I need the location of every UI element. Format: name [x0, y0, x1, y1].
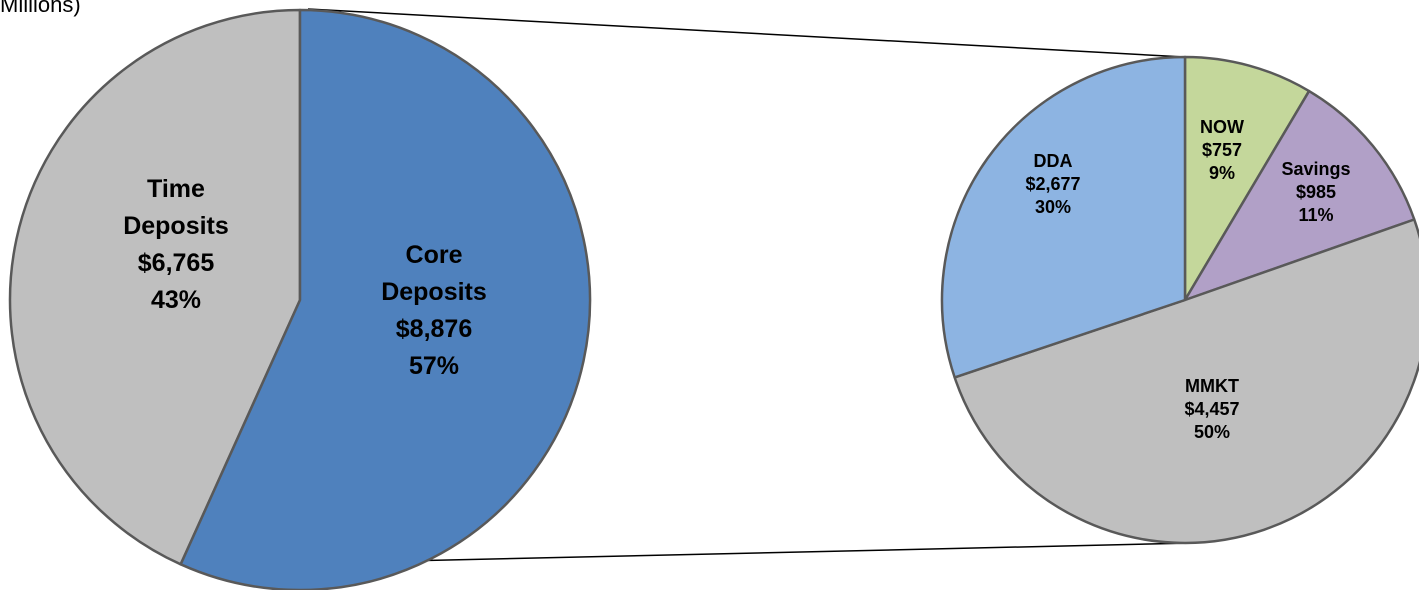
slice-label-line: MMKT: [1185, 376, 1239, 396]
slice-label-line: Deposits: [123, 212, 229, 240]
pie-slice-mmkt: [953, 218, 1419, 545]
pie-slice-savings: [1183, 89, 1416, 302]
slice-label-line: DDA: [1034, 151, 1073, 171]
slice-label-line: NOW: [1200, 117, 1244, 137]
slice-label-mmkt: MMKT $4,457 50%: [1184, 376, 1239, 442]
slice-label-line: 57%: [409, 352, 459, 380]
slice-label-core-deposits: Core Deposits $8,876 57%: [381, 241, 487, 380]
slice-label-line: $757: [1202, 140, 1242, 160]
slice-label-line: $6,765: [138, 249, 215, 277]
slice-label-line: $2,677: [1025, 174, 1080, 194]
slice-label-savings: Savings $985 11%: [1281, 159, 1350, 225]
slice-label-line: $8,876: [396, 315, 472, 343]
slice-label-line: Time: [147, 175, 205, 203]
total-deposits-pie: Time Deposits $6,765 43% Core Deposits $8,876 5…: [8, 8, 592, 590]
slice-label-line: Core: [406, 241, 463, 269]
slice-label-line: $985: [1296, 182, 1336, 202]
slice-label-line: 43%: [151, 286, 201, 314]
caption-fragment: Millions): [0, 0, 81, 17]
core-deposits-breakdown-pie: NOW $757 9% Savings $985 11% MMKT $4,457 50% DDA $…: [940, 55, 1419, 545]
slice-label-line: 9%: [1209, 163, 1235, 183]
pie-slice-time-deposits: [8, 8, 302, 566]
slice-label-line: 30%: [1035, 197, 1071, 217]
slice-label-line: $4,457: [1184, 399, 1239, 419]
pie-slice-now: [1183, 55, 1311, 302]
slice-label-line: Deposits: [381, 278, 487, 306]
slice-label-time-deposits: Time Deposits $6,765 43%: [123, 175, 229, 314]
slice-label-now: NOW $757 9%: [1200, 117, 1244, 183]
pie-slice-dda: [940, 55, 1187, 379]
slice-label-line: 11%: [1298, 205, 1333, 225]
pie-slice-core-deposits: [179, 8, 592, 590]
connector-line-top: [307, 8, 1186, 58]
slice-label-line: Savings: [1281, 159, 1350, 179]
slice-label-line: 50%: [1194, 422, 1230, 442]
slice-label-dda: DDA $2,677 30%: [1025, 151, 1080, 217]
